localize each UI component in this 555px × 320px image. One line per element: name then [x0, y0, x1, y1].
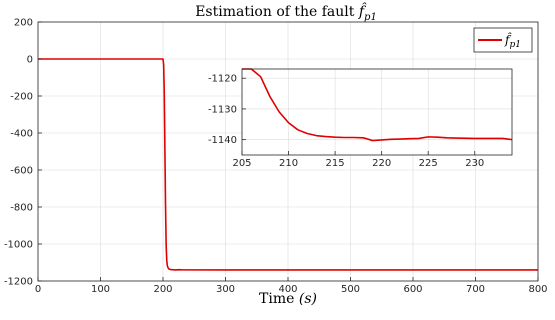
chart-title-symbol: f̂ — [358, 2, 367, 20]
main-x-tick-label: 0 — [35, 284, 41, 295]
legend: f̂p1 — [473, 27, 533, 53]
inset-x-tick-label: 225 — [419, 158, 438, 169]
inset-series-layer — [242, 68, 513, 142]
x-axis-label-variable: (s) — [299, 291, 317, 307]
inset-x-tick-label: 230 — [465, 158, 484, 169]
main-x-tick-label: 800 — [528, 284, 547, 295]
chart-title-subscript: p1 — [364, 12, 377, 23]
main-y-tick-label: -600 — [10, 166, 33, 177]
legend-label-fp1: f̂p1 — [504, 31, 521, 50]
main-x-tick-label: 700 — [466, 284, 485, 295]
chart-title-text: Estimation of the fault — [195, 4, 359, 20]
main-x-tick-label: 500 — [341, 284, 360, 295]
main-x-tick-label: 600 — [403, 284, 422, 295]
main-y-tick-label: -400 — [10, 129, 33, 140]
legend-symbol: f̂ — [504, 31, 512, 47]
inset-chart: 205 210 215 220 225 230 -1120 -1130 -1140 — [208, 68, 513, 169]
inset-x-tick-label: 205 — [232, 158, 251, 169]
main-y-tick-label: -800 — [10, 203, 33, 214]
main-x-tick-label: 300 — [216, 284, 235, 295]
main-x-tick-label: 200 — [153, 284, 172, 295]
main-x-tick-label: 400 — [278, 284, 297, 295]
main-y-tick-label: -1200 — [4, 277, 33, 288]
inset-axes-frame — [241, 68, 513, 156]
main-series-layer — [38, 58, 538, 271]
inset-tick-layer: 205 210 215 220 225 230 -1120 -1130 -1140 — [208, 74, 484, 169]
inset-x-tick-label: 220 — [372, 158, 391, 169]
inset-x-tick-label: 215 — [326, 158, 345, 169]
inset-y-tick-label: -1140 — [208, 135, 237, 146]
x-axis-label-text: Time — [259, 291, 299, 307]
main-y-tick-label: 0 — [27, 55, 33, 66]
main-y-tick-label: -200 — [10, 92, 33, 103]
inset-series-line-0 — [242, 68, 513, 142]
legend-subscript: p1 — [509, 40, 521, 50]
main-y-tick-label: 200 — [14, 18, 33, 29]
main-y-tick-label: -1000 — [4, 240, 33, 251]
inset-x-tick-label: 210 — [279, 158, 298, 169]
chart-title: Estimation of the fault f̂p1 — [195, 2, 377, 23]
inset-y-tick-label: -1130 — [208, 104, 237, 115]
main-tick-layer: 0 100 200 300 400 500 600 700 800 200 0 -200 -400 -60… — [4, 18, 548, 296]
x-axis-label: Time (s) — [259, 291, 317, 307]
main-x-tick-label: 100 — [91, 284, 110, 295]
inset-y-tick-label: -1120 — [208, 74, 237, 85]
inset-plot-area — [242, 69, 512, 155]
main-series-line-0 — [38, 58, 538, 271]
